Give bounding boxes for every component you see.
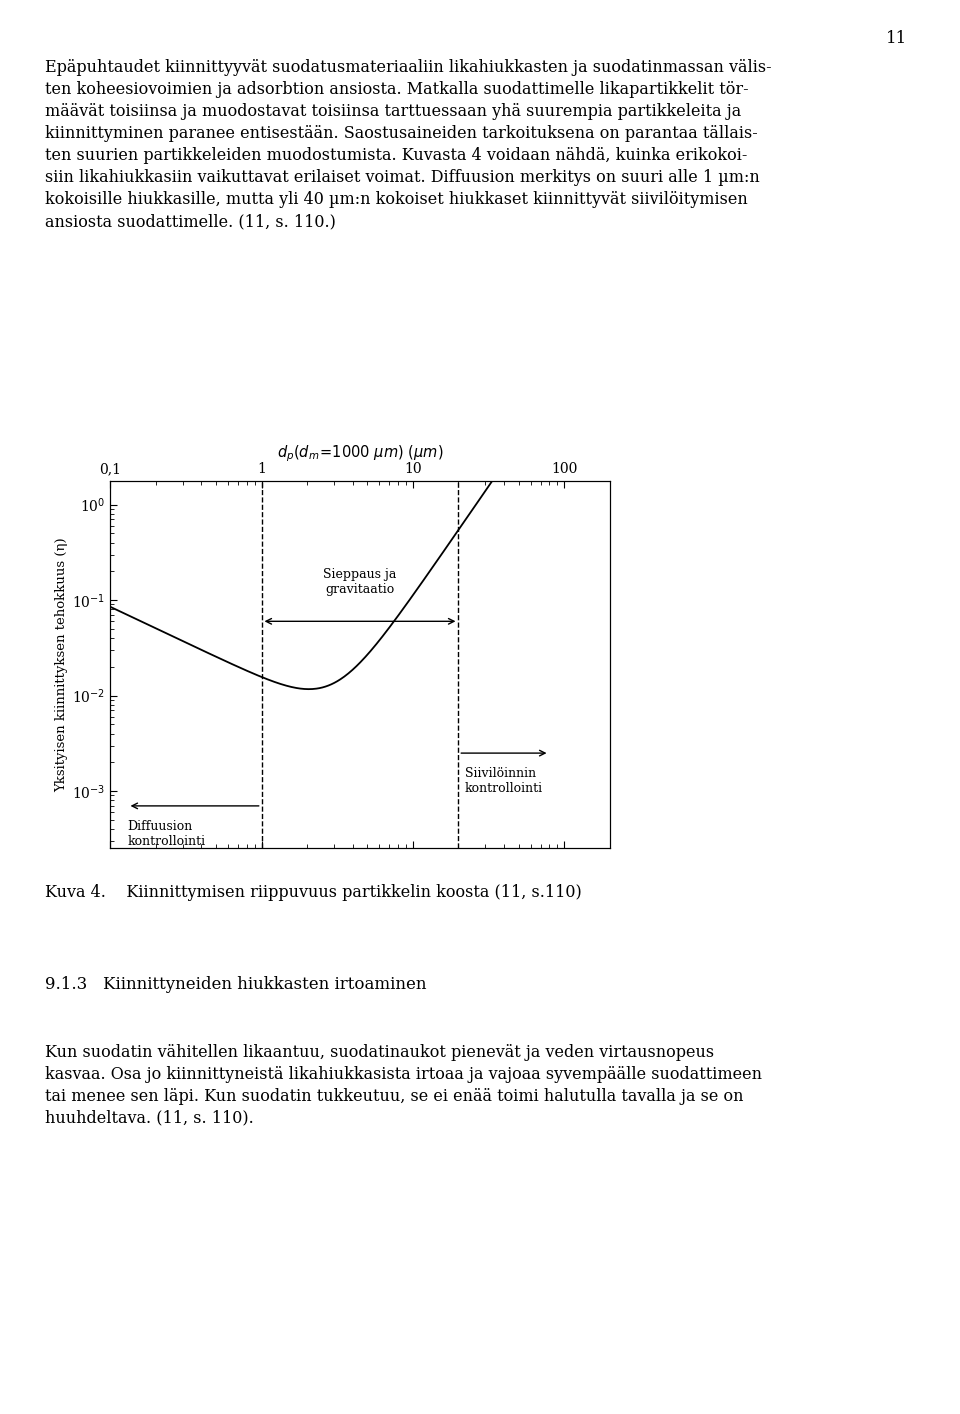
Text: määvät toisiinsa ja muodostavat toisiinsa tarttuessaan yhä suurempia partikkelei: määvät toisiinsa ja muodostavat toisiins… bbox=[45, 103, 741, 120]
Text: huuhdeltava. (11, s. 110).: huuhdeltava. (11, s. 110). bbox=[45, 1110, 253, 1127]
Y-axis label: Yksityisen kiinnittyksen tehokkuus (η): Yksityisen kiinnittyksen tehokkuus (η) bbox=[55, 537, 68, 792]
Text: 11: 11 bbox=[886, 30, 907, 47]
Text: Diffuusion
kontrollointi: Diffuusion kontrollointi bbox=[128, 820, 205, 848]
Text: ten koheesiovoimien ja adsorbtion ansiosta. Matkalla suodattimelle likapartikkel: ten koheesiovoimien ja adsorbtion ansios… bbox=[45, 82, 749, 99]
Text: Sieppaus ja
gravitaatio: Sieppaus ja gravitaatio bbox=[324, 568, 396, 597]
Text: siin likahiukkasiin vaikuttavat erilaiset voimat. Diffuusion merkitys on suuri a: siin likahiukkasiin vaikuttavat erilaise… bbox=[45, 170, 760, 187]
Text: Kuva 4.    Kiinnittymisen riippuvuus partikkelin koosta (11, s.110): Kuva 4. Kiinnittymisen riippuvuus partik… bbox=[45, 884, 582, 901]
Text: Epäpuhtaudet kiinnittyyvät suodatusmateriaaliin likahiukkasten ja suodatinmassan: Epäpuhtaudet kiinnittyyvät suodatusmater… bbox=[45, 59, 772, 76]
Text: tai menee sen läpi. Kun suodatin tukkeutuu, se ei enää toimi halutulla tavalla j: tai menee sen läpi. Kun suodatin tukkeut… bbox=[45, 1087, 744, 1104]
Text: kasvaa. Osa jo kiinnittyneistä likahiukkasista irtoaa ja vajoaa syvempäälle suod: kasvaa. Osa jo kiinnittyneistä likahiukk… bbox=[45, 1066, 762, 1083]
X-axis label: $d_p(d_m\!=\!1000\ \mu m)\ (\mu m)$: $d_p(d_m\!=\!1000\ \mu m)\ (\mu m)$ bbox=[276, 444, 444, 464]
Text: ansiosta suodattimelle. (11, s. 110.): ansiosta suodattimelle. (11, s. 110.) bbox=[45, 214, 336, 230]
Text: ten suurien partikkeleiden muodostumista. Kuvasta 4 voidaan nähdä, kuinka erikok: ten suurien partikkeleiden muodostumista… bbox=[45, 147, 748, 164]
Text: Kun suodatin vähitellen likaantuu, suodatinaukot pienevät ja veden virtausnopeus: Kun suodatin vähitellen likaantuu, suoda… bbox=[45, 1044, 714, 1060]
Text: Siivilöinnin
kontrollointi: Siivilöinnin kontrollointi bbox=[465, 766, 542, 795]
Text: kokoisille hiukkasille, mutta yli 40 µm:n kokoiset hiukkaset kiinnittyvät siivil: kokoisille hiukkasille, mutta yli 40 µm:… bbox=[45, 191, 748, 208]
Text: kiinnittyminen paranee entisestään. Saostusaineiden tarkoituksena on parantaa tä: kiinnittyminen paranee entisestään. Saos… bbox=[45, 126, 757, 143]
Text: 9.1.3   Kiinnittyneiden hiukkasten irtoaminen: 9.1.3 Kiinnittyneiden hiukkasten irtoami… bbox=[45, 976, 426, 993]
